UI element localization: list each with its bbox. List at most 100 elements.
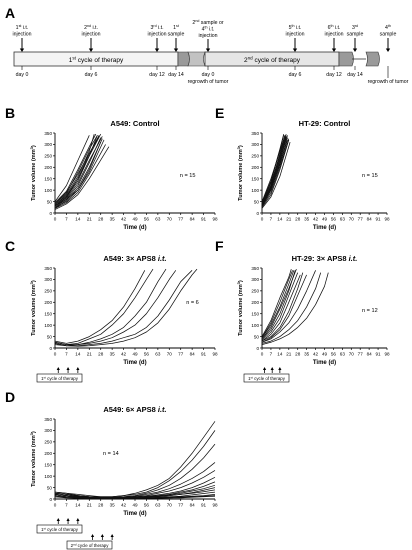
- annotation-3-line2: sample: [168, 32, 185, 38]
- day-label-0: day 0: [16, 72, 29, 78]
- chart-e-xtick-label-56: 56: [331, 217, 337, 222]
- chart-b-series-14: [54, 135, 98, 205]
- chart-f-series-2: [261, 272, 299, 341]
- annotation-3-line1: 1st: [173, 24, 179, 31]
- annotation-arrow-1-head: [88, 48, 94, 52]
- chart-e-xtick-label-91: 91: [376, 217, 382, 222]
- chart-f-ytick-label-50: 50: [254, 334, 260, 339]
- annotation-arrow-4-head: [205, 48, 211, 52]
- chart-e-series-6: [261, 139, 290, 208]
- chart-c-therapy-arrow-1-head: [56, 367, 60, 370]
- chart-e-ylabel: Tumor volume (mm3): [236, 145, 244, 201]
- chart-c-series-4: [54, 270, 177, 345]
- chart-e-xtick-label-84: 84: [367, 217, 373, 222]
- annotation-8-line2: sample: [380, 32, 397, 38]
- chart-b: A549: Control 0 50 100 150 200 250 300 350 0 7 14 21…: [29, 119, 218, 231]
- chart-b-series-11: [54, 135, 100, 206]
- day-label-4: day 0: [202, 72, 215, 78]
- chart-b-xtick-label-56: 56: [144, 217, 150, 222]
- panel-letter-f: F: [215, 238, 224, 254]
- chart-b-xtick-label-98: 98: [212, 217, 218, 222]
- chart-c-therapy-arrow-2-head: [66, 367, 70, 370]
- chart-e-series-12: [261, 137, 288, 206]
- chart-b-ytick-label-350: 350: [44, 131, 52, 136]
- chart-c-ytick-label-300: 300: [44, 277, 52, 282]
- day-label-3: day 14: [168, 72, 184, 78]
- chart-c-ytick-label-50: 50: [47, 334, 53, 339]
- chart-b-xtick-label-35: 35: [110, 217, 116, 222]
- chart-d-ylabel: Tumor volume (mm3): [29, 431, 37, 487]
- chart-f-xtick-label-70: 70: [349, 352, 355, 357]
- chart-e-title: HT-29: Control: [299, 119, 351, 128]
- chart-d-xtick-label-0: 0: [54, 503, 57, 508]
- chart-d-therapy-arrow-6-head: [110, 534, 114, 537]
- chart-f-xtick-label-56: 56: [331, 352, 337, 357]
- chart-e-xtick-label-28: 28: [295, 217, 301, 222]
- chart-f-therapy-arrow-2-head: [270, 367, 274, 370]
- chart-b-xtick-label-21: 21: [87, 217, 93, 222]
- chart-e-ytick-label-300: 300: [251, 142, 259, 147]
- sampling-gap-1: [177, 51, 190, 67]
- chart-f-ylabel: Tumor volume (mm3): [236, 280, 244, 336]
- annotation-5-line1: 5th i.t.: [289, 24, 302, 31]
- annotation-0-line1: 1st i.t.: [16, 24, 29, 31]
- chart-e-xtick-label-42: 42: [313, 217, 319, 222]
- chart-d-xtick-label-35: 35: [110, 503, 116, 508]
- annotation-6-line2: injection: [324, 32, 343, 38]
- chart-f-xtick-label-98: 98: [384, 352, 390, 357]
- chart-b-xtick-label-63: 63: [155, 217, 161, 222]
- chart-d-xtick-label-77: 77: [178, 503, 184, 508]
- sampling-gap-3: [365, 51, 380, 67]
- chart-d-therapy-arrow-5-head: [100, 534, 104, 537]
- annotation-7-line2: sample: [347, 32, 364, 38]
- chart-c-series-1: [54, 270, 146, 344]
- chart-d-xtick-label-49: 49: [132, 503, 138, 508]
- annotation-arrow-5-head: [292, 48, 298, 52]
- chart-b-ytick-label-200: 200: [44, 165, 52, 170]
- chart-b-ytick-label-100: 100: [44, 188, 52, 193]
- chart-b-xtick-label-7: 7: [65, 217, 68, 222]
- chart-b-ylabel: Tumor volume (mm3): [29, 145, 37, 201]
- chart-f-series-9: [261, 270, 316, 343]
- chart-d-series-10: [54, 489, 216, 498]
- chart-b-series-10: [54, 135, 90, 202]
- chart-f-series-7: [261, 274, 307, 343]
- chart-d-ytick-label-350: 350: [44, 417, 52, 422]
- chart-f-series-10: [261, 272, 322, 344]
- cycle2-label: 2nd cycle of therapy: [244, 56, 301, 64]
- chart-f-xtick-label-63: 63: [340, 352, 346, 357]
- chart-d-cycle2-box-label: 2nd cycle of therapy: [71, 542, 110, 548]
- chart-d-therapy-arrow-1-head: [56, 518, 60, 521]
- chart-e-ytick-label-150: 150: [251, 177, 259, 182]
- chart-f-xtick-label-0: 0: [261, 352, 264, 357]
- chart-e-series-14: [261, 135, 285, 203]
- annotation-sample-or-injection-line1: 2nd sample or: [192, 19, 223, 26]
- chart-c-ytick-label-150: 150: [44, 312, 52, 317]
- chart-e-ytick-label-50: 50: [254, 199, 260, 204]
- annotation-sample-or-injection-line2: 4th i.t.: [202, 26, 215, 33]
- chart-f-series-11: [261, 272, 329, 345]
- chart-d-ytick-label-200: 200: [44, 451, 52, 456]
- chart-e-ytick-label-350: 350: [251, 131, 259, 136]
- chart-f-xtick-label-91: 91: [376, 352, 382, 357]
- chart-f-n-label: n = 12: [362, 308, 378, 314]
- chart-b-series-9: [54, 144, 106, 209]
- annotation-arrow-2-head: [154, 48, 160, 52]
- chart-b-ytick-label-250: 250: [44, 154, 52, 159]
- chart-c-xtick-label-98: 98: [212, 352, 218, 357]
- chart-c-series-2: [54, 268, 154, 345]
- chart-d-n-label: n = 14: [103, 451, 119, 457]
- day-label-2: day 12: [149, 72, 165, 78]
- chart-c-therapy-arrow-3-head: [76, 367, 80, 370]
- day-label-7: day 14: [347, 72, 363, 78]
- chart-d-ytick-label-0: 0: [49, 497, 52, 502]
- chart-e-series-13: [261, 138, 290, 207]
- chart-c-ytick-label-200: 200: [44, 300, 52, 305]
- chart-f-xtick-label-42: 42: [313, 352, 319, 357]
- chart-d-xtick-label-63: 63: [155, 503, 161, 508]
- chart-d-ytick-label-150: 150: [44, 463, 52, 468]
- annotation-sample-or-injection-line3: injection: [198, 33, 217, 39]
- chart-e-xtick-label-63: 63: [340, 217, 346, 222]
- chart-d-xtick-label-28: 28: [98, 503, 104, 508]
- regrowth-label-2: regrowth of tumor: [368, 79, 409, 85]
